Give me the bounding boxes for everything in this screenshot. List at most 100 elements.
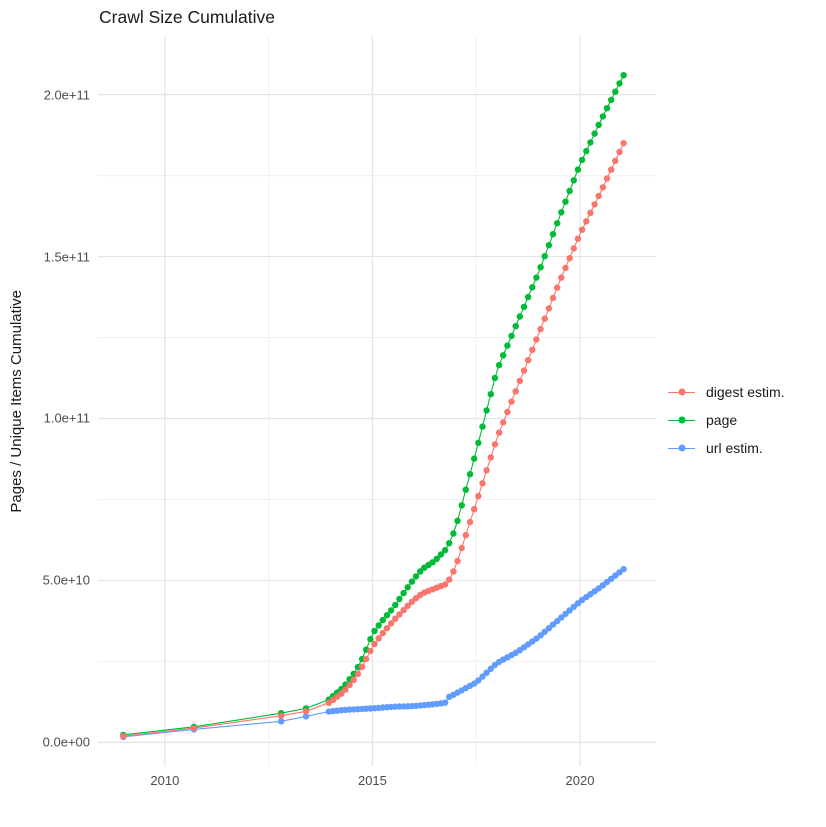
data-point-page <box>558 209 565 216</box>
data-point-url-estim <box>541 628 548 635</box>
data-point-page <box>471 455 478 462</box>
data-point-page <box>578 156 586 164</box>
data-point-url-estim <box>549 621 557 628</box>
data-point-page <box>595 121 602 129</box>
data-point-page <box>537 264 544 271</box>
data-point-page <box>375 622 382 629</box>
data-point-digest-estim <box>491 441 499 448</box>
series-url-estim-points <box>120 565 627 741</box>
data-point-url-estim <box>483 669 490 676</box>
data-point-page <box>603 105 611 112</box>
data-point-digest-estim <box>537 325 544 333</box>
data-point-digest-estim <box>338 690 345 697</box>
data-point-page <box>554 220 561 227</box>
x-tick-label: 2015 <box>357 773 387 788</box>
legend-key-icon <box>668 439 695 457</box>
legend-item: digest estim. <box>668 381 785 402</box>
data-point-page <box>549 231 557 238</box>
data-point-digest-estim <box>475 493 482 500</box>
data-point-page <box>404 584 411 591</box>
chart-title: Crawl Size Cumulative <box>99 7 276 27</box>
y-tick-label: 0.0e+00 <box>42 734 90 750</box>
data-point-url-estim <box>620 565 627 573</box>
data-point-digest-estim <box>608 166 615 173</box>
data-point-url-estim <box>566 607 573 614</box>
data-point-url-estim <box>441 699 449 706</box>
data-point-digest-estim <box>392 615 399 622</box>
data-point-digest-estim <box>120 733 127 740</box>
data-point-page <box>616 80 623 87</box>
data-point-page <box>524 293 532 301</box>
data-point-digest-estim <box>529 346 536 353</box>
data-point-digest-estim <box>466 518 474 526</box>
data-point-page <box>570 177 577 184</box>
data-point-digest-estim <box>500 419 507 426</box>
data-point-digest-estim <box>371 640 378 648</box>
data-point-digest-estim <box>277 712 285 719</box>
data-point-page <box>396 595 403 603</box>
y-tick-label: 1.5e+11 <box>43 249 90 265</box>
data-point-page <box>483 407 490 414</box>
data-point-page <box>520 303 528 310</box>
legend-key-dot <box>678 416 685 423</box>
data-point-page <box>591 130 598 137</box>
data-point-digest-estim <box>450 568 457 575</box>
data-point-digest-estim <box>583 218 590 225</box>
data-point-page <box>529 284 536 291</box>
data-point-page <box>487 391 494 398</box>
data-point-digest-estim <box>595 192 602 200</box>
data-point-page <box>462 486 469 493</box>
data-point-page <box>466 471 474 478</box>
x-tick-label: 2010 <box>150 773 180 788</box>
y-tick-label: 1.0e+11 <box>43 410 90 426</box>
data-point-digest-estim <box>603 175 611 182</box>
data-point-page <box>392 601 399 609</box>
data-point-digest-estim <box>363 655 370 663</box>
data-point-digest-estim <box>520 367 528 374</box>
data-point-page <box>387 607 395 614</box>
legend-item: page <box>668 409 785 430</box>
data-point-page <box>508 332 515 340</box>
data-point-digest-estim <box>462 531 469 539</box>
data-point-page <box>408 578 416 585</box>
data-point-page <box>574 166 582 173</box>
data-point-url-estim <box>479 673 486 680</box>
data-point-digest-estim <box>400 606 407 614</box>
data-point-page <box>446 540 453 547</box>
data-point-page <box>583 147 590 155</box>
data-point-page <box>541 253 548 260</box>
data-point-digest-estim <box>479 480 486 487</box>
data-point-url-estim <box>558 614 565 621</box>
data-point-url-estim <box>554 617 561 625</box>
series-page-line <box>123 74 625 736</box>
data-point-page <box>441 547 449 554</box>
data-point-digest-estim <box>508 398 515 405</box>
data-point-page <box>379 616 386 624</box>
data-point-url-estim <box>545 625 553 632</box>
data-point-digest-estim <box>396 611 403 618</box>
data-point-digest-estim <box>524 357 532 364</box>
data-point-digest-estim <box>404 602 411 610</box>
data-point-page <box>437 551 445 558</box>
y-tick-label: 5.0e+10 <box>42 572 90 588</box>
data-point-page <box>491 374 499 382</box>
data-point-digest-estim <box>495 429 503 436</box>
data-point-page <box>433 555 440 562</box>
data-point-page <box>495 361 503 369</box>
data-point-digest-estim <box>379 629 386 637</box>
legend-key-dot <box>678 444 685 451</box>
data-point-page <box>562 198 569 205</box>
series-digest-estim-points <box>120 140 627 740</box>
data-point-page <box>367 635 374 643</box>
data-point-digest-estim <box>554 284 561 291</box>
y-tick-label: 2.0e+11 <box>43 87 90 103</box>
data-point-digest-estim <box>545 305 553 312</box>
data-point-digest-estim <box>570 245 577 252</box>
data-point-digest-estim <box>342 686 349 693</box>
data-point-page <box>458 502 465 509</box>
data-point-digest-estim <box>190 724 198 732</box>
data-point-digest-estim <box>383 625 391 632</box>
series-page-points <box>120 72 627 739</box>
data-point-digest-estim <box>483 467 490 474</box>
